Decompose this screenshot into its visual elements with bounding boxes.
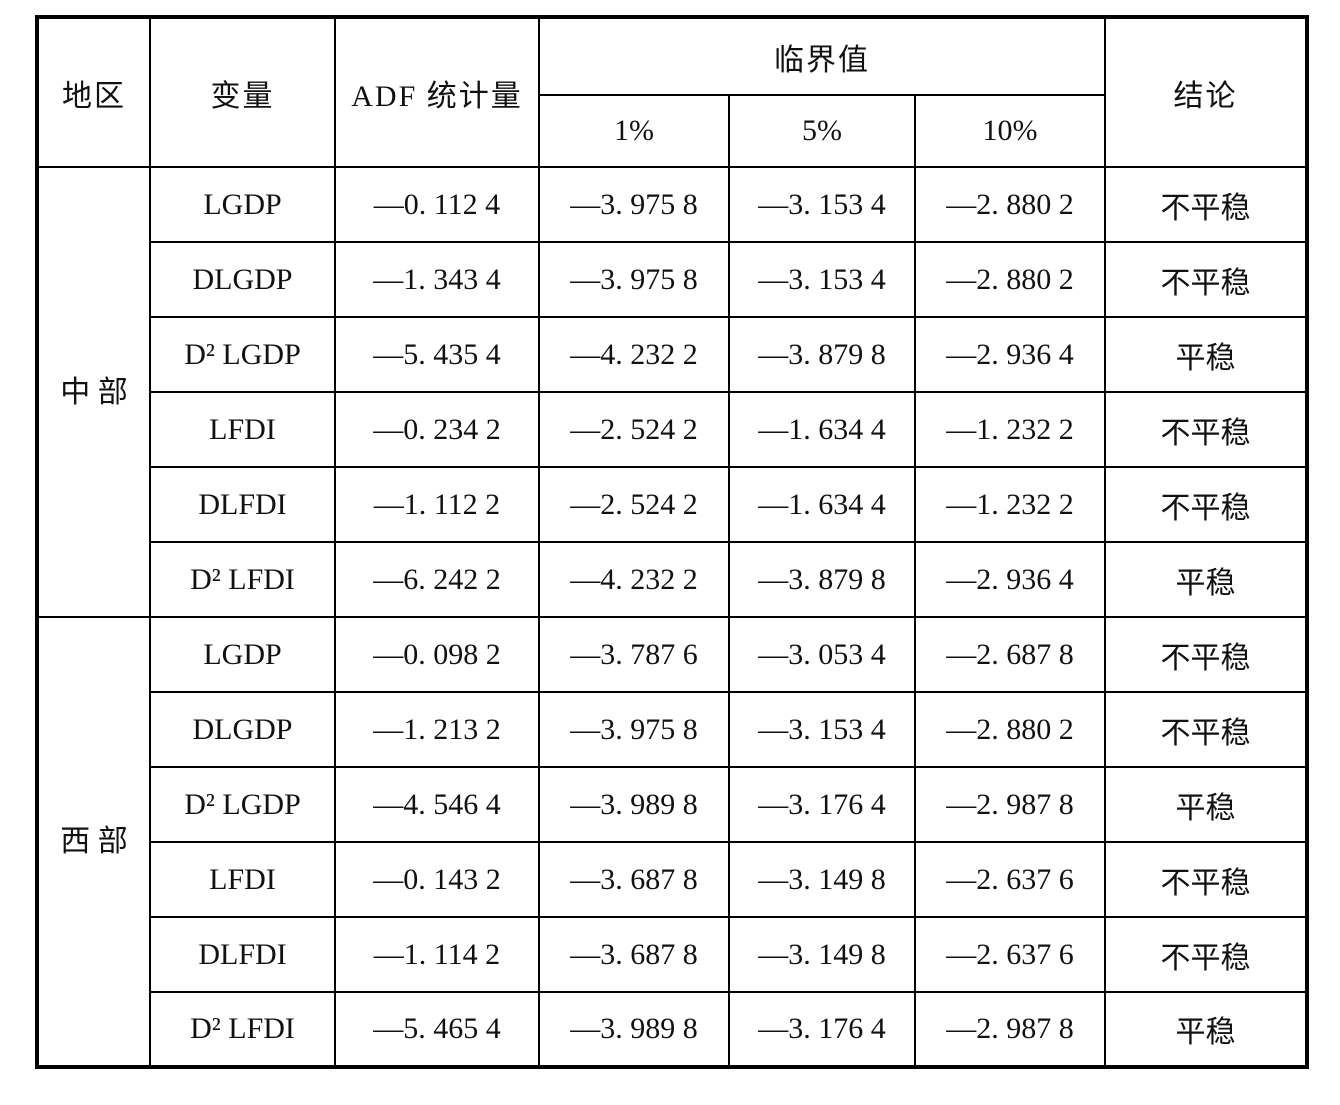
cell-adf: —1. 213 2	[334, 691, 540, 768]
cell-critical-1pct: —2. 524 2	[538, 391, 730, 468]
cell-critical-10pct: —2. 936 4	[913, 316, 1107, 393]
cell-critical-10pct: —2. 987 8	[913, 991, 1107, 1068]
cell-adf: —1. 112 2	[334, 466, 540, 543]
cell-conclusion: 不平稳	[1104, 916, 1309, 993]
cell-critical-5pct: —3. 153 4	[728, 241, 916, 318]
cell-variable: DLFDI	[149, 916, 336, 993]
cell-critical-1pct: —3. 989 8	[538, 991, 730, 1068]
region-label-central: 中 部	[36, 166, 151, 618]
cell-critical-1pct: —2. 524 2	[538, 466, 730, 543]
cell-adf: —0. 098 2	[334, 616, 540, 693]
cell-critical-5pct: —1. 634 4	[728, 466, 916, 543]
cell-variable: DLGDP	[149, 241, 336, 318]
table-row: LFDI —0. 234 2 —2. 524 2 —1. 634 4 —1. 2…	[37, 391, 1309, 468]
cell-conclusion: 平稳	[1104, 541, 1309, 618]
cell-critical-1pct: —3. 989 8	[538, 766, 730, 843]
header-row-2: 1% 5% 10%	[37, 94, 1307, 168]
header-row-1: 地区 变量 ADF 统计量 临界值 结论	[36, 16, 1309, 168]
header-critical-10pct: 10%	[913, 94, 1107, 168]
cell-critical-5pct: —3. 149 8	[728, 916, 916, 993]
cell-conclusion: 不平稳	[1104, 241, 1309, 318]
header-critical-1pct: 1%	[538, 94, 730, 168]
cell-variable: D² LGDP	[149, 766, 336, 843]
cell-critical-5pct: —3. 879 8	[728, 316, 916, 393]
table-row: D² LGDP —4. 546 4 —3. 989 8 —3. 176 4 —2…	[37, 766, 1309, 843]
header-region: 地区	[36, 16, 151, 168]
cell-critical-1pct: —3. 975 8	[538, 166, 730, 243]
cell-critical-10pct: —1. 232 2	[913, 466, 1107, 543]
cell-adf: —0. 112 4	[334, 166, 540, 243]
cell-adf: —1. 343 4	[334, 241, 540, 318]
cell-conclusion: 平稳	[1104, 766, 1309, 843]
adf-unit-root-test-table: 地区 变量 ADF 统计量 临界值 结论 1% 5% 10% 中 部 LGDP …	[35, 15, 1310, 1069]
cell-critical-10pct: —2. 936 4	[913, 541, 1107, 618]
table-row: DLGDP —1. 343 4 —3. 975 8 —3. 153 4 —2. …	[37, 241, 1309, 318]
cell-critical-10pct: —1. 232 2	[913, 391, 1107, 468]
cell-critical-5pct: —3. 053 4	[728, 616, 916, 693]
cell-conclusion: 不平稳	[1104, 166, 1309, 243]
cell-conclusion: 不平稳	[1104, 841, 1309, 918]
table-row: D² LGDP —5. 435 4 —4. 232 2 —3. 879 8 —2…	[37, 316, 1309, 393]
cell-critical-1pct: —4. 232 2	[538, 316, 730, 393]
cell-critical-1pct: —3. 787 6	[538, 616, 730, 693]
cell-critical-5pct: —3. 176 4	[728, 766, 916, 843]
cell-adf: —0. 143 2	[334, 841, 540, 918]
cell-critical-10pct: —2. 687 8	[913, 616, 1107, 693]
cell-variable: LGDP	[149, 166, 336, 243]
cell-variable: D² LGDP	[149, 316, 336, 393]
header-variable: 变量	[149, 16, 336, 168]
cell-critical-10pct: —2. 987 8	[913, 766, 1107, 843]
table-row: 中 部 LGDP —0. 112 4 —3. 975 8 —3. 153 4 —…	[36, 166, 1309, 618]
header-critical-values: 临界值	[537, 16, 1107, 96]
cell-conclusion: 不平稳	[1104, 466, 1309, 543]
table-row: DLFDI —1. 112 2 —2. 524 2 —1. 634 4 —1. …	[37, 466, 1309, 543]
table-row: DLFDI —1. 114 2 —3. 687 8 —3. 149 8 —2. …	[37, 916, 1309, 993]
cell-critical-5pct: —3. 879 8	[728, 541, 916, 618]
cell-variable: D² LFDI	[149, 991, 336, 1068]
cell-critical-10pct: —2. 637 6	[913, 841, 1107, 918]
cell-critical-5pct: —3. 176 4	[728, 991, 916, 1068]
cell-variable: LFDI	[149, 391, 336, 468]
cell-critical-10pct: —2. 880 2	[913, 691, 1107, 768]
table-row: DLGDP —1. 213 2 —3. 975 8 —3. 153 4 —2. …	[37, 691, 1309, 768]
table-row: LFDI —0. 143 2 —3. 687 8 —3. 149 8 —2. 6…	[37, 841, 1309, 918]
cell-conclusion: 平稳	[1104, 316, 1309, 393]
cell-adf: —5. 465 4	[334, 991, 540, 1068]
cell-critical-1pct: —4. 232 2	[538, 541, 730, 618]
header-conclusion: 结论	[1104, 16, 1309, 168]
cell-critical-10pct: —2. 637 6	[913, 916, 1107, 993]
cell-critical-5pct: —1. 634 4	[728, 391, 916, 468]
cell-adf: —4. 546 4	[334, 766, 540, 843]
table-row: D² LFDI —6. 242 2 —4. 232 2 —3. 879 8 —2…	[37, 541, 1309, 618]
cell-variable: LGDP	[149, 616, 336, 693]
cell-variable: DLGDP	[149, 691, 336, 768]
header-adf-statistic: ADF 统计量	[334, 16, 540, 168]
cell-critical-1pct: —3. 975 8	[538, 691, 730, 768]
cell-variable: DLFDI	[149, 466, 336, 543]
cell-adf: —6. 242 2	[334, 541, 540, 618]
cell-critical-5pct: —3. 153 4	[728, 691, 916, 768]
header-critical-5pct: 5%	[728, 94, 916, 168]
cell-critical-5pct: —3. 149 8	[728, 841, 916, 918]
region-label-western: 西 部	[36, 616, 151, 1068]
cell-variable: LFDI	[149, 841, 336, 918]
cell-adf: —1. 114 2	[334, 916, 540, 993]
cell-conclusion: 不平稳	[1104, 616, 1309, 693]
cell-conclusion: 不平稳	[1104, 691, 1309, 768]
cell-critical-5pct: —3. 153 4	[728, 166, 916, 243]
cell-adf: —5. 435 4	[334, 316, 540, 393]
table-row: D² LFDI —5. 465 4 —3. 989 8 —3. 176 4 —2…	[37, 991, 1309, 1068]
cell-critical-1pct: —3. 687 8	[538, 841, 730, 918]
cell-variable: D² LFDI	[149, 541, 336, 618]
cell-critical-1pct: —3. 975 8	[538, 241, 730, 318]
table-row: 西 部 LGDP —0. 098 2 —3. 787 6 —3. 053 4 —…	[36, 616, 1309, 1068]
cell-conclusion: 不平稳	[1104, 391, 1309, 468]
cell-conclusion: 平稳	[1104, 991, 1309, 1068]
cell-critical-10pct: —2. 880 2	[913, 241, 1107, 318]
cell-critical-10pct: —2. 880 2	[913, 166, 1107, 243]
cell-critical-1pct: —3. 687 8	[538, 916, 730, 993]
cell-adf: —0. 234 2	[334, 391, 540, 468]
